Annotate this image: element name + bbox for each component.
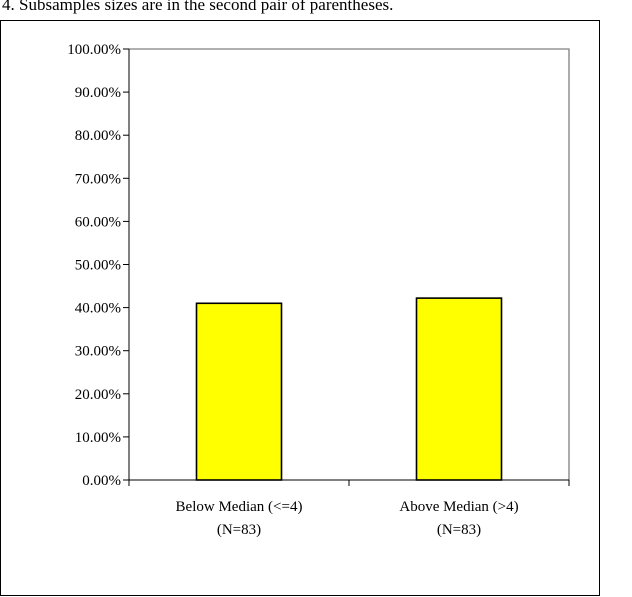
plot-border xyxy=(129,48,570,480)
bar xyxy=(415,297,503,481)
y-tick-label: 0.00% xyxy=(82,473,121,489)
x-category-label: Below Median (<=4) xyxy=(176,499,303,515)
y-tick-label: 50.00% xyxy=(75,258,121,274)
y-tick-label: 70.00% xyxy=(75,171,121,187)
plot-area: 0.00% 10.00% 20.00% 30.00% 40.00% 50.00% 60.00… xyxy=(67,42,570,538)
bar-chart: 0.00% 10.00% 20.00% 30.00% 40.00% 50.00% 60.00… xyxy=(67,42,570,538)
figure-caption: 4. Subsamples sizes are in the second pa… xyxy=(2,0,394,14)
y-tick-label: 100.00% xyxy=(67,42,121,58)
bar xyxy=(195,302,283,481)
y-tick-label: 10.00% xyxy=(75,430,121,446)
chart-frame: 0.00% 10.00% 20.00% 30.00% 40.00% 50.00% 60.00… xyxy=(0,20,600,596)
x-category-label: (N=83) xyxy=(437,522,481,538)
y-tick-label: 20.00% xyxy=(75,387,121,403)
y-tick-label: 30.00% xyxy=(75,344,121,360)
y-tick-label: 60.00% xyxy=(75,214,121,230)
y-tick-label: 80.00% xyxy=(75,128,121,144)
y-tick-label: 40.00% xyxy=(75,301,121,317)
x-category-label: (N=83) xyxy=(217,522,261,538)
x-category-label: Above Median (>4) xyxy=(399,499,518,515)
y-tick-label: 90.00% xyxy=(75,85,121,101)
